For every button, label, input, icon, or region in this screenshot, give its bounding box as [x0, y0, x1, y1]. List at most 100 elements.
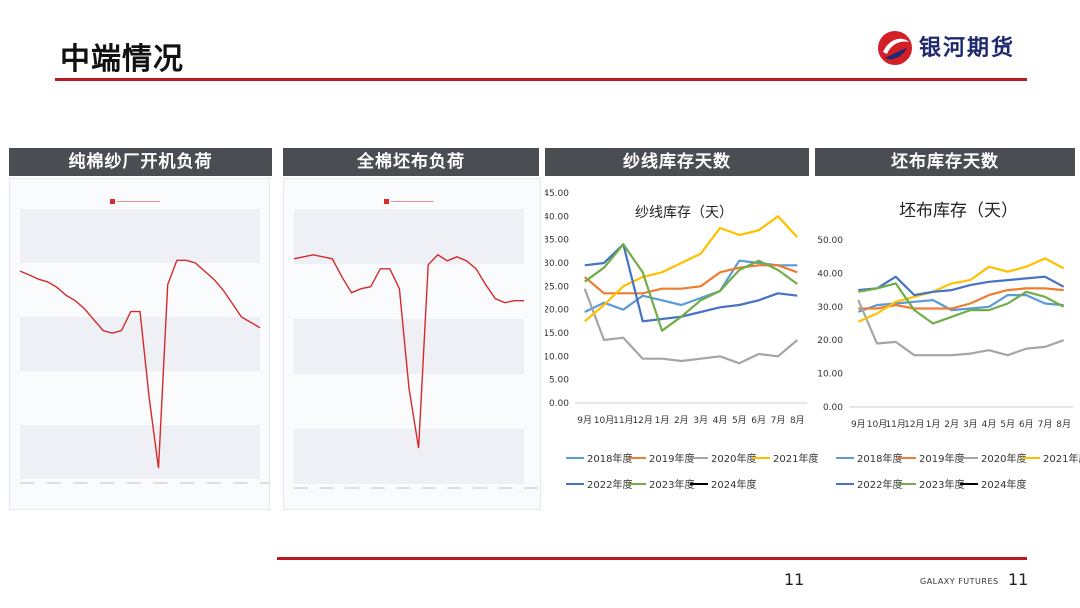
x-tick-label: 5月	[732, 415, 747, 426]
yarn-stock-chart-title: 纱线库存（天）	[635, 205, 733, 221]
grid-band	[20, 209, 260, 263]
legend-item: 2018年度	[836, 450, 902, 465]
yarn-load-chart	[19, 199, 274, 484]
panel-header-cloth-stock: 坯布库存天数	[815, 148, 1075, 176]
x-tick-label: 3月	[963, 419, 978, 430]
x-tick-label: 7月	[1038, 419, 1053, 430]
legend-label: 2022年度	[587, 480, 633, 491]
legend-swatch	[110, 199, 115, 204]
legend-item: 2024年度	[690, 476, 756, 491]
x-tick-label: 9月	[851, 419, 866, 430]
legend-item: 2024年度	[960, 476, 1026, 491]
legend-item: 2020年度	[960, 450, 1026, 465]
cloth-load-chart	[293, 199, 538, 489]
legend-label: 2021年度	[773, 454, 819, 465]
grid-band	[294, 319, 524, 374]
legend-label: 2019年度	[919, 454, 965, 465]
legend-item: 2023年度	[898, 476, 964, 491]
y-tick-label: 20.00	[545, 306, 569, 316]
galaxy-logo-icon	[878, 31, 912, 65]
footer-brand: GALAXY FUTURES	[920, 577, 999, 586]
series-line	[583, 288, 799, 365]
legend-swatch	[898, 456, 916, 459]
legend-label: 2018年度	[587, 454, 633, 465]
x-tick-label: 9月	[577, 415, 592, 426]
title-rule	[55, 78, 1027, 81]
grid-band	[20, 425, 260, 479]
y-tick-label: 50.00	[817, 236, 843, 246]
panel-header-cloth-load: 全棉坯布负荷	[283, 148, 539, 176]
x-tick-label: 6月	[1019, 419, 1034, 430]
brand-name: 银河期货	[919, 36, 1016, 61]
yarn-load-chart-panel	[9, 178, 274, 510]
legend-label: 2023年度	[649, 480, 695, 491]
page-title: 中端情况	[60, 42, 184, 77]
series-line	[584, 259, 798, 313]
legend-label: 2019年度	[649, 454, 695, 465]
x-tick-label: 8月	[790, 415, 805, 426]
series-line	[583, 215, 799, 323]
legend-label: 2022年度	[857, 480, 903, 491]
legend-item: 2020年度	[690, 450, 756, 465]
y-tick-label: 30.00	[817, 303, 843, 313]
y-tick-label: 10.00	[545, 352, 569, 362]
panel-header-yarn-stock: 纱线库存天数	[545, 148, 809, 176]
legend-swatch	[752, 456, 770, 459]
x-tick-label: 4月	[713, 415, 728, 426]
y-tick-label: 45.00	[545, 189, 569, 199]
cloth-stock-chart-title: 坯布库存（天）	[899, 201, 1018, 221]
legend-label: 2020年度	[981, 454, 1027, 465]
x-tick-label: 2月	[674, 415, 689, 426]
grid-band	[294, 209, 524, 264]
series-line	[857, 257, 1065, 323]
grid-band	[294, 429, 524, 484]
footer-rule	[277, 557, 1027, 560]
legend-swatch	[836, 482, 854, 485]
y-tick-label: 40.00	[545, 212, 569, 222]
x-tick-label: 11月	[885, 419, 905, 430]
legend-item: 2023年度	[628, 476, 694, 491]
y-tick-label: 15.00	[545, 329, 569, 339]
legend-swatch	[628, 482, 646, 485]
series-line	[857, 293, 1064, 313]
yarn-stock-chart: 0.00 5.00 10.00 15.00 20.00 25.00 30.00 35.00 40…	[543, 189, 807, 426]
legend-swatch	[960, 456, 978, 459]
grid-band	[20, 317, 260, 371]
y-tick-label: 0.00	[549, 399, 569, 409]
legend-swatch	[628, 456, 646, 459]
x-tick-label: 8月	[1056, 419, 1071, 430]
yarn-stock-legend: 2018年度 2019年度 2020年度 2021年度 2022年度 2023年度 2024…	[566, 450, 819, 500]
y-tick-label: 30.00	[545, 259, 569, 269]
x-tick-label: 7月	[771, 415, 786, 426]
legend-swatch	[1022, 456, 1040, 459]
y-tick-label: 35.00	[545, 236, 569, 246]
series-line	[858, 282, 1065, 325]
x-tick-label: 6月	[751, 415, 766, 426]
legend-item: 2019年度	[898, 450, 964, 465]
legend-swatch	[898, 482, 916, 485]
legend-swatch	[960, 482, 978, 485]
legend-label: 2018年度	[857, 454, 903, 465]
cloth-stock-chart: 0.00 10.00 20.00 30.00 40.00 50.00 9月 10月11月12月…	[817, 236, 1073, 430]
series-line	[583, 264, 798, 295]
x-tick-label: 2月	[944, 419, 959, 430]
y-tick-label: 10.00	[817, 370, 843, 380]
legend-label: 2021年度	[1043, 454, 1080, 465]
brand-logo: 银河期货	[875, 28, 1035, 68]
x-tick-label: 12月	[904, 419, 924, 430]
yarn-stock-chart-panel: 纱线库存（天） 0.00 5.00 10.00 15.00 20.00 25.00 30.0…	[543, 178, 809, 438]
legend-swatch	[690, 456, 708, 459]
series-line	[858, 275, 1065, 297]
y-tick-label: 20.00	[817, 336, 843, 346]
series-line	[858, 287, 1064, 310]
panel-header-yarn-load: 纯棉纱厂开机负荷	[9, 148, 272, 176]
cloth-stock-chart-panel: 坯布库存（天） 0.00 10.00 20.00 30.00 40.00 50.00 9月 1…	[815, 178, 1075, 438]
legend-item: 2019年度	[628, 450, 694, 465]
y-tick-label: 0.00	[823, 403, 843, 413]
series-line	[19, 259, 261, 469]
legend-swatch	[384, 199, 389, 204]
series-line	[584, 243, 798, 332]
legend-swatch	[566, 482, 584, 485]
legend-swatch	[566, 456, 584, 459]
x-tick-label: 1月	[655, 415, 670, 426]
